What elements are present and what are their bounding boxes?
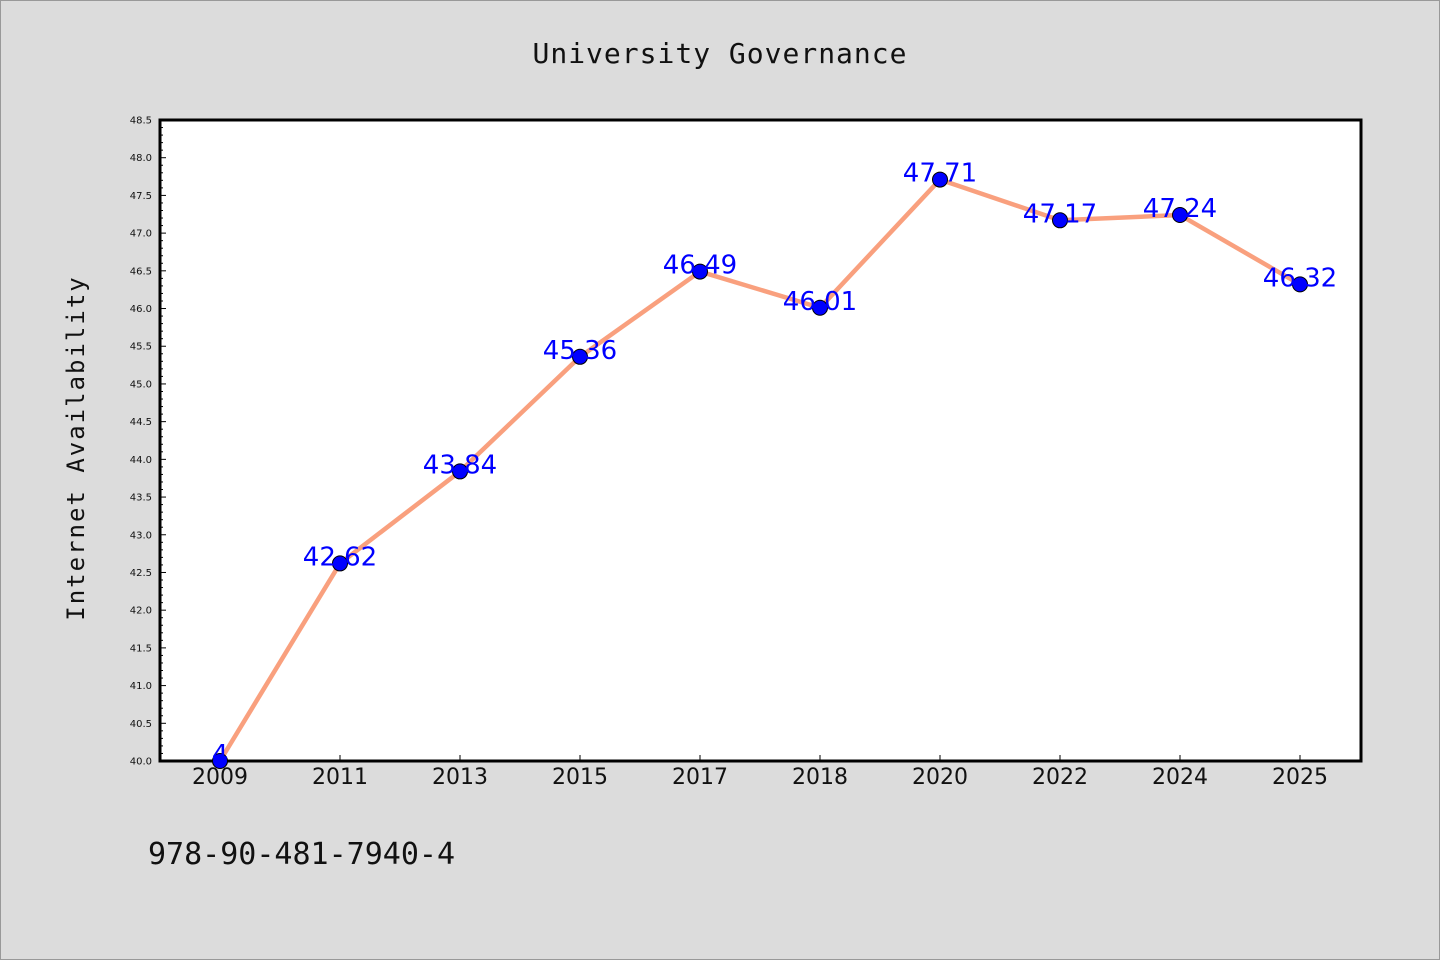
plot-area [158, 118, 1363, 763]
y-tick-label: 43.5 [130, 493, 152, 504]
y-tick-label: 45.5 [130, 342, 152, 353]
data-point [452, 463, 468, 480]
y-tick-label: 44.5 [130, 417, 152, 428]
data-label: 47.71 [903, 159, 977, 189]
x-tick-label: 2011 [312, 765, 368, 790]
y-tick-label: 44.0 [130, 455, 152, 466]
x-tick-label: 2015 [552, 765, 608, 790]
data-label: 42.62 [303, 542, 377, 572]
data-point [812, 299, 828, 316]
data-point [212, 753, 228, 769]
x-tick-label: 2013 [432, 765, 488, 790]
data-label: 46.49 [663, 251, 737, 281]
y-tick-label: 41.0 [130, 681, 152, 692]
data-label: 45.36 [543, 336, 617, 366]
data-series [212, 171, 1308, 769]
x-tick-label: 2024 [1152, 765, 1208, 790]
y-tick-label: 45.0 [130, 379, 152, 390]
data-labels: 4 42.62 43.84 45.36 46.49 46.01 47.71 47.17 47.2… [212, 159, 1337, 770]
y-tick-label: 43.0 [130, 530, 152, 541]
data-point [1052, 212, 1068, 229]
data-point [1292, 276, 1308, 293]
isbn-footer: 978-90-481-7940-4 [148, 837, 455, 872]
data-point [932, 171, 948, 188]
y-tick-label: 47.0 [130, 229, 152, 240]
y-axis: 40.0 40.5 41.0 41.5 42.0 42.5 43.0 43.5 44.0 44.5… [130, 116, 166, 768]
data-label: 47.17 [1023, 199, 1097, 229]
y-tick-label: 46.5 [130, 266, 152, 277]
y-tick-label: 42.0 [130, 606, 152, 617]
x-axis: 2009 2011 2013 2015 2017 2018 2020 2022 2024 2025 [192, 755, 1328, 790]
data-point [332, 555, 348, 572]
x-tick-label: 2009 [192, 765, 248, 790]
data-point [572, 348, 588, 365]
x-tick-label: 2018 [792, 765, 848, 790]
y-tick-label: 42.5 [130, 568, 152, 579]
data-label: 46.01 [783, 287, 857, 317]
x-tick-label: 2017 [672, 765, 728, 790]
y-tick-label: 48.5 [130, 116, 152, 127]
y-tick-label: 41.5 [130, 643, 152, 654]
y-tick-label: 40.5 [130, 719, 152, 730]
data-point [692, 263, 708, 280]
data-point [1172, 207, 1188, 224]
y-tick-label: 40.0 [130, 757, 152, 768]
x-tick-label: 2022 [1032, 765, 1088, 790]
data-label: 43.84 [423, 450, 497, 480]
data-label: 47.24 [1143, 194, 1217, 224]
x-tick-label: 2020 [912, 765, 968, 790]
y-axis-label: Internet Availability [62, 275, 90, 620]
data-label: 4 [212, 740, 229, 770]
chart-title: University Governance [532, 37, 907, 70]
series-line [218, 177, 1302, 763]
x-tick-label: 2025 [1272, 765, 1328, 790]
y-tick-label: 46.0 [130, 304, 152, 315]
y-tick-label: 47.5 [130, 191, 152, 202]
data-label: 46.32 [1263, 263, 1337, 293]
y-tick-label: 48.0 [130, 153, 152, 164]
